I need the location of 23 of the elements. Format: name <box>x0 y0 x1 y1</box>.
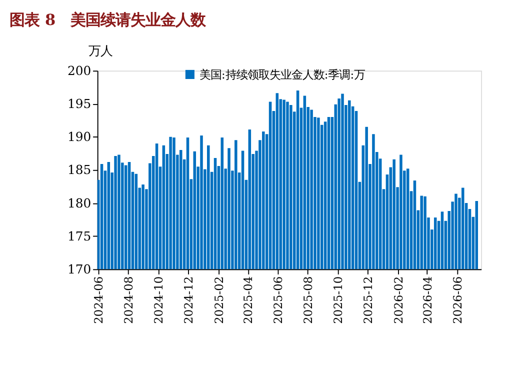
x-tick-label: 2025-08 <box>300 276 315 324</box>
y-tick-label: 200 <box>67 62 92 78</box>
x-tick-label: 2025-04 <box>240 276 255 324</box>
y-tick-label: 175 <box>67 228 92 244</box>
y-tick-label: 170 <box>67 261 92 276</box>
y-tick-label: 190 <box>67 129 92 144</box>
chart-title: 图表 8 美国续请失业金人数 <box>10 10 207 29</box>
x-tick-label: 2024-08 <box>122 276 136 324</box>
x-tick-label: 2026-02 <box>391 276 406 324</box>
x-tick-label: 2026-06 <box>450 276 464 324</box>
x-tick-label: 2025-10 <box>330 276 345 324</box>
y-tick-label: 195 <box>67 96 92 112</box>
x-tick-label: 2024-10 <box>152 276 166 324</box>
x-tick-label: 2025-12 <box>360 276 375 324</box>
legend-label: 美国:持续领取失业金人数:季调:万 <box>199 67 366 82</box>
x-tick-label: 2026-04 <box>420 276 434 324</box>
y-tick-label: 180 <box>67 195 92 210</box>
y-axis-title: 万人 <box>88 42 112 58</box>
x-tick-label: 2024-12 <box>182 276 196 324</box>
y-tick-label: 185 <box>67 162 92 178</box>
x-tick-label: 2025-02 <box>212 276 226 324</box>
x-tick-label: 2024-06 <box>92 276 106 324</box>
x-tick-label: 2025-06 <box>270 276 285 324</box>
